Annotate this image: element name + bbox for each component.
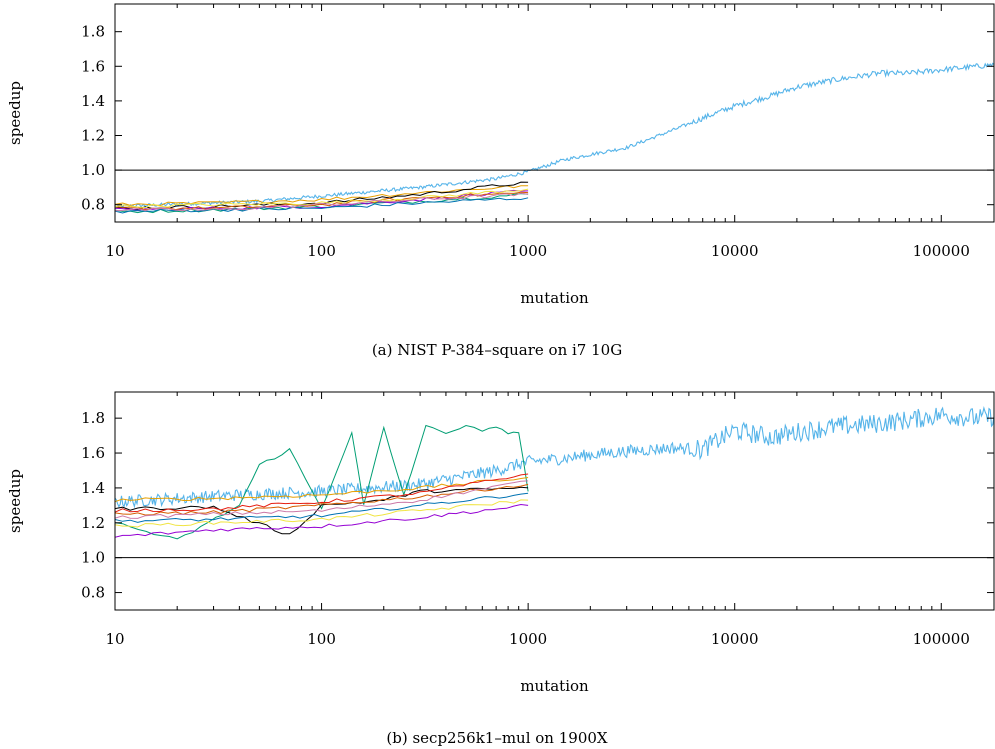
x-tick-label: 100 — [307, 242, 336, 260]
series-line-8 — [115, 192, 529, 212]
y-tick-label: 1.6 — [81, 57, 105, 75]
series-line-1 — [115, 424, 529, 540]
plot-frame — [114, 3, 995, 223]
y-tick-label: 0.8 — [81, 584, 105, 602]
x-tick-label: 100000 — [913, 630, 970, 648]
y-tick-label: 1.0 — [81, 549, 105, 567]
x-tick-label: 10000 — [711, 630, 759, 648]
chart-panel-0: 0.8 1.0 1.2 1.4 1.6 1.8 10 100 1000 10000 100000 mu… — [6, 3, 995, 359]
series-line-9 — [115, 473, 529, 513]
y-axis-title: speedup — [6, 81, 24, 145]
series-line-4 — [115, 503, 529, 538]
y-tick-label: 1.2 — [81, 514, 105, 532]
y-tick-label: 1.6 — [81, 444, 105, 462]
series-line-1 — [115, 185, 529, 207]
y-tick-label: 1.2 — [81, 126, 105, 144]
series-line-5 — [115, 191, 529, 211]
y-tick-label: 1.4 — [81, 92, 105, 110]
x-tick-label: 10 — [105, 630, 124, 648]
series-line-2 — [115, 477, 529, 503]
panel-caption: (b) secp256k1–mul on 1900X — [386, 729, 607, 747]
series-line-0 — [115, 62, 994, 209]
x-tick-label: 100000 — [913, 242, 970, 260]
x-tick-label: 10000 — [711, 242, 759, 260]
y-tick-label: 1.4 — [81, 479, 105, 497]
y-axis-title: speedup — [6, 469, 24, 533]
y-tick-label: 1.8 — [81, 409, 105, 427]
series-line-7 — [115, 188, 529, 209]
x-axis-title: mutation — [520, 289, 589, 307]
panel-caption: (a) NIST P-384–square on i7 10G — [372, 341, 622, 359]
x-tick-label: 1000 — [509, 242, 547, 260]
series-line-6 — [115, 197, 529, 214]
series-line-3 — [115, 486, 529, 535]
chart-panel-1: 0.8 1.0 1.2 1.4 1.6 1.8 10 100 1000 10000 100000 mu… — [6, 391, 995, 747]
y-tick-label: 1.0 — [81, 161, 105, 179]
y-tick-label: 0.8 — [81, 196, 105, 214]
x-tick-label: 100 — [307, 630, 336, 648]
series-line-8 — [115, 480, 529, 519]
y-tick-label: 1.8 — [81, 23, 105, 41]
x-tick-label: 1000 — [509, 630, 547, 648]
series-line-0 — [115, 406, 994, 509]
x-tick-label: 10 — [105, 242, 124, 260]
series-line-7 — [115, 499, 529, 528]
series-group — [115, 62, 994, 214]
series-line-6 — [115, 492, 529, 523]
x-axis-title: mutation — [520, 677, 589, 695]
series-line-5 — [115, 483, 529, 516]
series-group — [115, 406, 994, 540]
plot-frame — [114, 391, 995, 611]
